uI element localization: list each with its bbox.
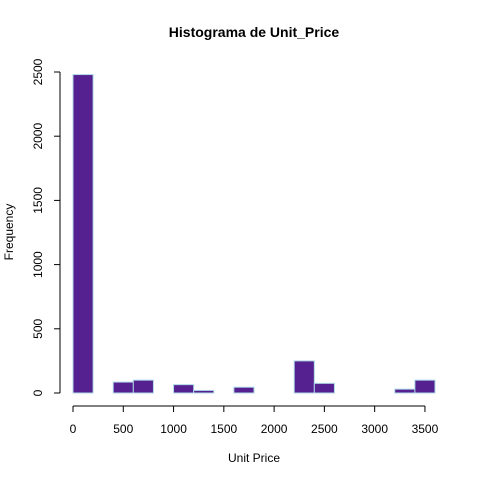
x-tick-label-3500: 3500 <box>412 422 439 436</box>
x-tick-label-1000: 1000 <box>160 422 187 436</box>
x-tick-label-3000: 3000 <box>361 422 388 436</box>
histogram-bar-16 <box>394 388 416 394</box>
histogram-bar-2 <box>112 381 134 394</box>
histogram-bar-12 <box>313 382 335 394</box>
chart-title: Histograma de Unit_Price <box>169 24 340 40</box>
x-tick-label-0: 0 <box>70 422 77 436</box>
y-tick-label-0: 0 <box>31 389 45 396</box>
y-tick-label-500: 500 <box>31 318 45 338</box>
histogram-bar-0 <box>72 74 94 394</box>
x-axis-label: Unit Price <box>228 451 280 465</box>
histogram-bar-5 <box>173 384 195 394</box>
x-tick-label-500: 500 <box>113 422 133 436</box>
histogram-bar-6 <box>193 389 215 394</box>
x-tick-label-2500: 2500 <box>311 422 338 436</box>
y-tick-label-1500: 1500 <box>31 187 45 214</box>
x-axis: 0 500 1000 1500 2000 2500 3000 3500 <box>70 405 439 436</box>
x-tick-label-2000: 2000 <box>261 422 288 436</box>
y-tick-label-1000: 1000 <box>31 251 45 278</box>
bars-group <box>72 74 436 394</box>
histogram-bar-17 <box>414 379 436 394</box>
histogram-bar-11 <box>293 360 315 394</box>
y-axis-label: Frequency <box>2 204 16 261</box>
y-tick-label-2000: 2000 <box>31 123 45 150</box>
y-tick-label-2500: 2500 <box>31 58 45 85</box>
histogram-bar-8 <box>233 386 255 394</box>
y-axis: 0 500 1000 1500 2000 2500 <box>31 58 61 396</box>
x-tick-label-1500: 1500 <box>210 422 237 436</box>
histogram-bar-3 <box>132 379 154 394</box>
